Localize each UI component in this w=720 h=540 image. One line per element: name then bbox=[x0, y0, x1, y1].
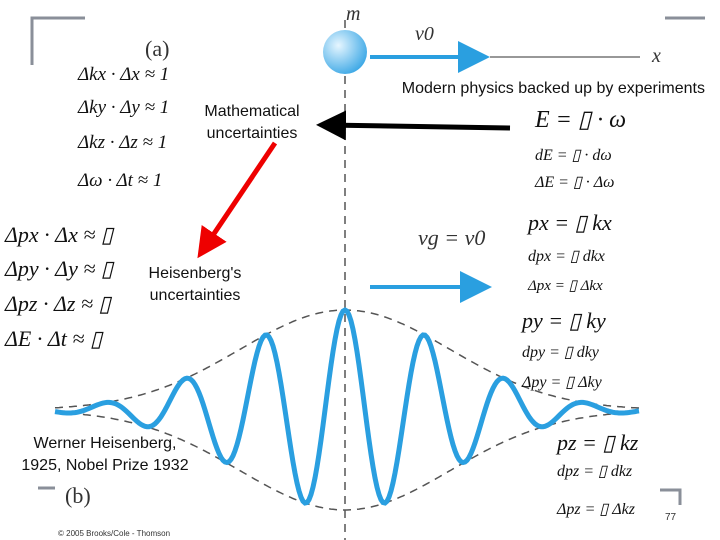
equation: Δkx · Δx ≈ 1 bbox=[77, 64, 169, 85]
annotation: Werner Heisenberg, bbox=[34, 435, 177, 452]
page-number: 77 bbox=[665, 512, 677, 523]
equation: py = ▯ ky bbox=[520, 308, 606, 333]
equation: dpy = ▯ dky bbox=[522, 344, 600, 361]
equation: Δpy = ▯ Δky bbox=[521, 374, 603, 391]
wave-packet bbox=[54, 307, 640, 506]
annotation: Mathematical bbox=[204, 103, 299, 120]
particle bbox=[323, 30, 367, 74]
annotation: uncertainties bbox=[150, 287, 241, 304]
annotation: Modern physics backed up by experiments bbox=[402, 80, 705, 97]
equation: Δpx = ▯ Δkx bbox=[527, 278, 603, 294]
equation: ΔE · Δt ≈ ▯ bbox=[4, 326, 104, 351]
annotation: uncertainties bbox=[207, 125, 298, 142]
equation: Δkz · Δz ≈ 1 bbox=[77, 132, 167, 153]
black-arrow bbox=[316, 110, 511, 141]
annotation: Heisenberg's bbox=[149, 265, 242, 282]
part-label: (a) bbox=[145, 36, 169, 61]
equation: Δpz = ▯ Δkz bbox=[556, 501, 636, 518]
corner-brackets bbox=[30, 16, 705, 505]
equation: Δky · Δy ≈ 1 bbox=[77, 97, 169, 118]
equation: Δpz · Δz ≈ ▯ bbox=[4, 291, 113, 316]
equation: px = ▯ kx bbox=[526, 210, 612, 235]
equation: dE = ▯ · dω bbox=[535, 147, 612, 164]
part-label: (b) bbox=[65, 483, 91, 508]
mass-label: m bbox=[346, 3, 360, 25]
equation: Δω · Δt ≈ 1 bbox=[77, 170, 162, 191]
group-velocity-label: vg = v0 bbox=[418, 225, 485, 250]
velocity-label: v0 bbox=[415, 23, 434, 45]
equation: dpz = ▯ dkz bbox=[557, 463, 633, 480]
equation: E = ▯ · ω bbox=[534, 107, 626, 133]
red-arrow bbox=[197, 141, 278, 259]
equation: dpx = ▯ dkx bbox=[528, 248, 605, 265]
equation: Δpy · Δy ≈ ▯ bbox=[4, 256, 115, 281]
axis-label: x bbox=[651, 45, 661, 67]
equation: pz = ▯ kz bbox=[555, 430, 639, 455]
equation: ΔE = ▯ · Δω bbox=[534, 174, 614, 191]
copyright: © 2005 Brooks/Cole - Thomson bbox=[58, 529, 170, 538]
annotation: 1925, Nobel Prize 1932 bbox=[21, 457, 188, 474]
equation: Δpx · Δx ≈ ▯ bbox=[4, 222, 115, 247]
